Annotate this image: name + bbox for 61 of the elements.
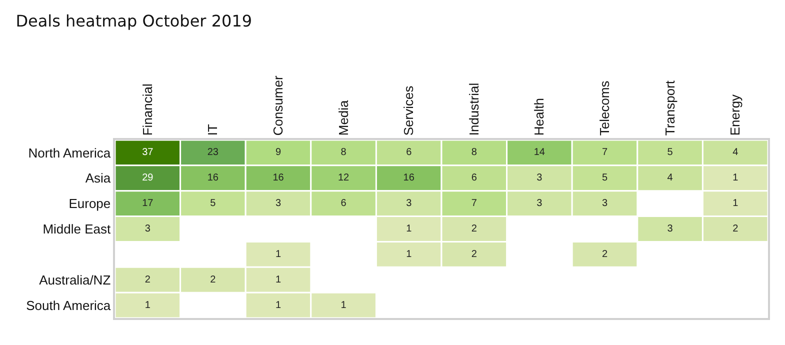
x-tick-label: IT: [205, 124, 220, 136]
data-label: 3: [144, 224, 151, 234]
data-label: 12: [338, 172, 350, 184]
x-tick-label: Health: [532, 98, 547, 136]
data-label: 6: [471, 172, 478, 184]
data-label: 1: [732, 198, 739, 210]
data-label: 5: [602, 172, 608, 184]
data-label: 2: [471, 224, 478, 234]
data-label: 14: [534, 147, 546, 158]
y-tick-label: Middle East: [42, 222, 112, 237]
data-label: 9: [275, 147, 282, 158]
data-label: 7: [471, 198, 478, 210]
x-tick-label: Telecoms: [596, 80, 612, 136]
data-label: 16: [207, 172, 219, 184]
x-tick-label: Financial: [140, 84, 155, 136]
data-label: 2: [471, 248, 478, 260]
data-label: 1: [275, 300, 282, 311]
y-tick-label: North America: [28, 145, 112, 160]
x-tick-label: Consumer: [270, 75, 286, 136]
data-label: 37: [142, 147, 154, 158]
data-label: 6: [340, 198, 347, 210]
data-label: 23: [207, 147, 219, 158]
data-label: 2: [210, 274, 216, 286]
data-label: 17: [142, 198, 154, 210]
x-tick-label: Energy: [728, 94, 743, 136]
data-label: 16: [272, 172, 284, 184]
x-tick-label: Media: [336, 99, 351, 136]
x-tick-label: Services: [401, 85, 416, 136]
data-label: 8: [471, 147, 478, 158]
data-label: 2: [602, 248, 608, 260]
y-tick-label: South America: [26, 298, 112, 313]
data-label: 1: [406, 248, 412, 260]
y-tick-label: Australia/NZ: [39, 272, 111, 288]
y-tick-label: Asia: [85, 170, 112, 186]
data-label: 2: [732, 224, 739, 234]
data-label: 1: [732, 172, 739, 184]
data-label: 1: [340, 300, 347, 311]
data-label: 3: [536, 198, 543, 210]
data-label: 5: [210, 198, 216, 210]
data-label: 2: [144, 274, 151, 286]
data-label: 29: [142, 172, 154, 184]
data-label: 6: [406, 147, 412, 158]
y-tick-label: Europe: [68, 196, 111, 212]
data-label: 1: [275, 248, 282, 260]
data-label: 16: [403, 172, 415, 184]
chart-title: Deals heatmap October 2019: [16, 12, 252, 31]
x-tick-label: Industrial: [466, 82, 482, 136]
data-label: 3: [667, 224, 674, 234]
data-label: 3: [275, 198, 282, 210]
data-label: 3: [406, 198, 412, 210]
data-label: 8: [340, 147, 347, 158]
data-label: 1: [275, 274, 282, 286]
data-label: 5: [667, 147, 674, 158]
data-label: 3: [602, 198, 608, 210]
data-label: 1: [144, 300, 151, 311]
data-label: 3: [536, 172, 543, 184]
data-label: 4: [667, 172, 674, 184]
data-label: 4: [732, 147, 739, 158]
data-label: 7: [602, 147, 608, 158]
x-tick-label: Transport: [662, 80, 678, 136]
data-label: 1: [406, 224, 412, 234]
